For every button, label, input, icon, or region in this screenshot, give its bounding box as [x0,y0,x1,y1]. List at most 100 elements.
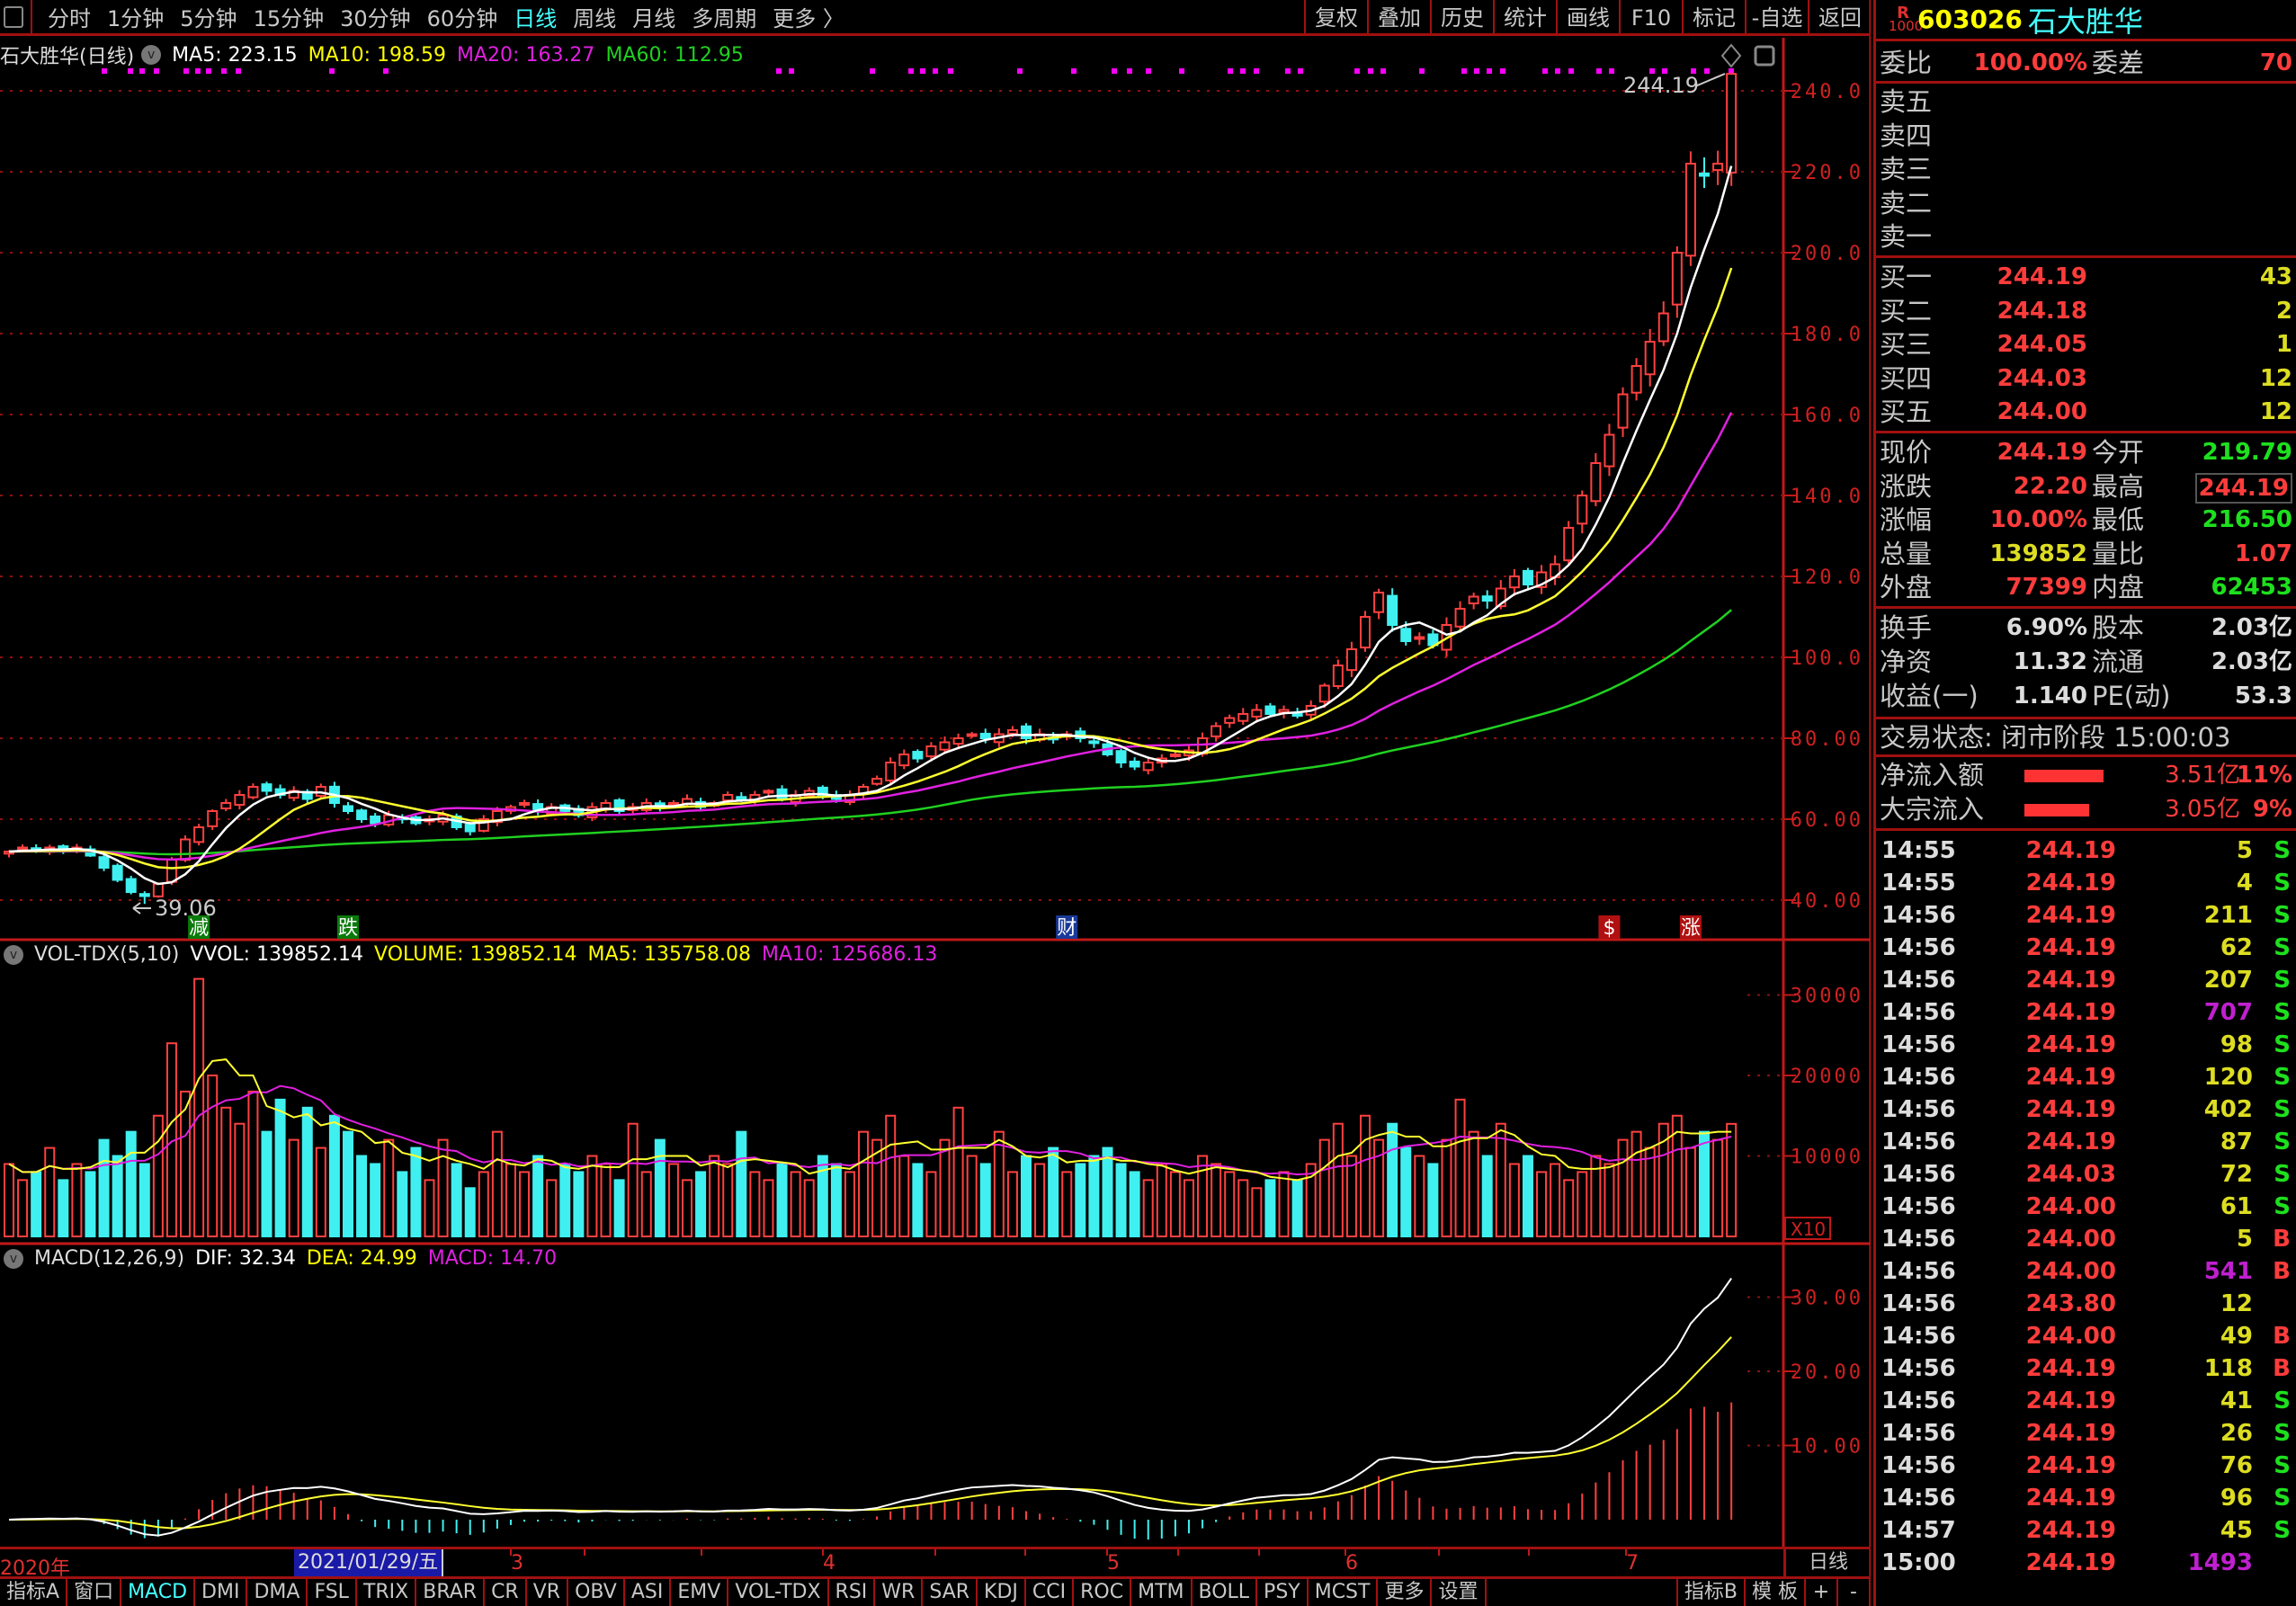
volume-bar [288,1138,299,1237]
indicator-tab-right[interactable]: + [1806,1579,1838,1606]
candle-body [1699,172,1710,177]
volume-bar [1129,1171,1140,1238]
indicator-tab[interactable]: MTM [1131,1579,1193,1606]
candle-body [1468,595,1479,605]
indicator-tab-right[interactable]: 模 板 [1746,1579,1806,1606]
indicator-tab[interactable]: CCI [1026,1579,1075,1606]
indicator-tab[interactable]: 设置 [1432,1579,1487,1606]
tick-price: 244.03 [2025,1161,2116,1188]
buy-level-row[interactable]: 买一 244.19 43 [1876,261,2296,295]
indicator-tab[interactable]: DMI [195,1579,248,1606]
indicator-tab-right[interactable]: - [1838,1579,1871,1606]
period-tab[interactable]: 更多 〉 [773,6,844,31]
vvol-value: VVOL: 139852.14 [190,943,364,966]
volume-dropdown-icon[interactable]: v [4,944,23,965]
stat-value: 1.07 [2234,540,2292,567]
stat-value: 139852 [1989,540,2087,567]
indicator-tab[interactable]: OBV [568,1579,625,1606]
stat-label: 现价 [1880,437,1933,468]
period-tab[interactable]: 15分钟 [253,6,325,31]
volume-bar [1332,1122,1344,1237]
candle-body [370,815,381,825]
indicator-tab[interactable]: WR [875,1579,924,1606]
indicator-tab[interactable]: 窗口 [67,1579,122,1606]
indicator-tab[interactable]: SAR [923,1579,978,1606]
indicator-tab[interactable]: MACD [121,1579,196,1606]
kline-chart[interactable]: 240.0 220.0 200.0 180.0 160.0 140.0 120.0 100.0… [0,0,1871,1606]
indicator-tab[interactable]: RSI [829,1579,876,1606]
toolbar-button[interactable]: 画线 [1556,0,1619,36]
indicator-tab[interactable]: PSY [1257,1579,1309,1606]
indicator-tab[interactable]: 指标A [0,1579,68,1606]
volume-bar [1197,1155,1209,1237]
indicator-tab[interactable]: MCST [1309,1579,1379,1606]
tick-list[interactable]: 14:55 244.19 5 S 14:55 244.19 4 S 14:56 244.19 211… [1876,834,2296,1579]
trade-status: 交易状态: 闭市阶段 15:00:03 [1880,722,2231,753]
tick-volume: 4 [2236,870,2253,897]
buy-level-row[interactable]: 买二 244.18 2 [1876,295,2296,329]
buy-level-row[interactable]: 买五 244.00 12 [1876,396,2296,430]
buy-level-row[interactable]: 买三 244.05 1 [1876,328,2296,362]
ma5-line [8,165,1733,886]
volume-bar [573,1171,585,1238]
candle [925,742,937,762]
toolbar-button[interactable]: 历史 [1430,0,1493,36]
volume-bar [247,1090,259,1238]
indicator-tab[interactable]: VOL-TDX [728,1579,829,1606]
stat-value: 219.79 [2202,439,2292,466]
period-label[interactable]: 日线 [1783,1549,1871,1576]
toolbar-button[interactable]: F10 [1619,0,1682,36]
toolbar-button[interactable]: 统计 [1493,0,1556,36]
buy-level-label: 买四 [1880,362,1933,394]
indicator-tab[interactable]: VR [527,1579,569,1606]
sell-level-row: 卖五 [1876,85,2296,120]
indicator-tab[interactable]: ASI [625,1579,672,1606]
volume-bar [437,1138,449,1237]
period-tab[interactable]: 日线 [514,6,558,31]
tick-side: S [2274,1031,2291,1058]
candle [912,749,924,763]
dea-line [8,1336,1732,1530]
candle-body [315,786,326,798]
indicator-tab[interactable]: ROC [1074,1579,1132,1606]
indicator-tab[interactable]: FSL [308,1579,357,1606]
signal-dot [1704,68,1710,74]
indicator-tab[interactable]: KDJ [978,1579,1026,1606]
indicator-tab[interactable]: TRIX [357,1579,417,1606]
volume-bar [1183,1179,1194,1237]
period-tab[interactable]: 周线 [573,6,617,31]
period-tab[interactable]: 30分钟 [340,6,411,31]
toolbar-button[interactable]: 叠加 [1367,0,1430,36]
period-tab[interactable]: 5分钟 [180,6,237,31]
candle-body [736,796,747,800]
indicator-tab-right[interactable]: 指标B [1678,1579,1746,1606]
legend-dropdown-icon[interactable]: v [141,45,162,65]
candle-body [165,859,177,883]
candle [464,822,476,836]
toolbar-button[interactable]: 复权 [1304,0,1367,36]
indicator-tab[interactable]: BRAR [416,1579,486,1606]
indicator-tab[interactable]: BOLL [1193,1579,1258,1606]
toolbar-button[interactable]: 返回 [1808,0,1871,36]
indicator-tab[interactable]: EMV [671,1579,729,1606]
period-tab[interactable]: 多周期 [692,6,757,31]
toolbar-button[interactable]: 标记 [1682,0,1745,36]
volume-bar [1481,1155,1493,1237]
candle [1414,632,1425,646]
buy-level-row[interactable]: 买四 244.03 12 [1876,362,2296,397]
indicator-tab[interactable]: CR [485,1579,527,1606]
period-tab[interactable]: 分时 [48,6,91,31]
candle-body [1414,636,1425,640]
indicator-tab[interactable]: 更多 [1378,1579,1433,1606]
period-tab[interactable]: 60分钟 [426,6,498,31]
period-tab[interactable]: 月线 [632,6,676,31]
tick-volume: 12 [2220,1290,2253,1317]
period-tab[interactable]: 1分钟 [107,6,165,31]
candle-body [1291,712,1303,717]
macd-dropdown-icon[interactable]: v [4,1248,23,1269]
indicator-tab[interactable]: DMA [247,1579,308,1606]
buy-level-volume: 43 [2259,263,2292,290]
window-toggle-icon[interactable] [4,5,23,28]
toolbar-button[interactable]: -自选 [1745,0,1808,36]
tick-side: S [2274,1485,2291,1512]
